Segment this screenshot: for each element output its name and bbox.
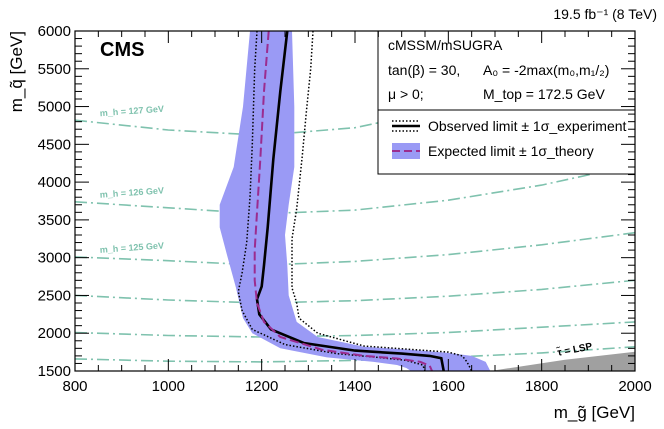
y-tick-label: 4500: [38, 136, 71, 153]
higgs-mass-contour: [75, 163, 635, 215]
expected-limit-theory-band: [219, 31, 491, 371]
higgs-mass-contour: [75, 279, 635, 304]
expected-limit-line: [253, 31, 433, 371]
lumi-label: 19.5 fb⁻¹ (8 TeV): [553, 6, 657, 22]
y-tick-label: 5000: [38, 99, 71, 116]
y-tick-label: 4000: [38, 174, 71, 191]
x-tick-label: 800: [62, 378, 87, 395]
higgs-mass-contour: [75, 231, 635, 267]
x-axis-title: m_g̃ [GeV]: [554, 403, 635, 422]
legend-observed-label: Observed limit ± 1σ_experiment: [428, 118, 627, 134]
legend-expected-label: Expected limit ± 1σ_theory: [428, 143, 594, 159]
legend-tanbeta: tan(β) = 30,: [388, 62, 460, 78]
stau-lsp-excluded-region: [490, 351, 635, 371]
legend-a0: A₀ = -2max(m₀,m₁/₂): [483, 62, 609, 78]
higgs-contour-label: m_h = 126 GeV: [99, 185, 164, 199]
legend-expected-swatch: [392, 143, 420, 159]
x-tick-label: 1000: [152, 378, 185, 395]
x-tick-label: 1600: [432, 378, 465, 395]
higgs-contour-label: m_h = 125 GeV: [99, 240, 164, 254]
legend-title: cMSSM/mSUGRA: [388, 37, 503, 53]
x-tick-label: 1200: [245, 378, 278, 395]
y-axis-title: m_q̃ [GeV]: [7, 31, 26, 112]
y-tick-label: 3000: [38, 250, 71, 267]
x-tick-label: 2000: [618, 378, 651, 395]
y-tick-label: 1500: [38, 363, 71, 380]
observed-limit-sigma-line: [237, 31, 426, 371]
x-tick-label: 1800: [525, 378, 558, 395]
plot-frame: [74, 30, 636, 372]
legend: cMSSM/mSUGRA tan(β) = 30, A₀ = -2max(m₀,…: [377, 30, 636, 175]
higgs-mass-contour: [75, 321, 635, 338]
y-tick-label: 2000: [38, 325, 71, 342]
observed-limit-sigma-line: [291, 31, 473, 371]
y-tick-label: 5500: [38, 61, 71, 78]
y-tick-label: 6000: [38, 23, 71, 40]
legend-mtop: M_top = 172.5 GeV: [483, 86, 605, 102]
higgs-contour-label: m_h = 127 GeV: [99, 104, 164, 118]
legend-observed-swatch: [392, 120, 420, 132]
y-tick-label: 2500: [38, 287, 71, 304]
y-tick-label: 3500: [38, 212, 71, 229]
observed-limit-line: [255, 31, 445, 371]
x-tick-label: 1400: [338, 378, 371, 395]
legend-mu: μ > 0;: [388, 86, 424, 102]
higgs-mass-contour: [75, 34, 635, 137]
cms-label: CMS: [100, 39, 144, 61]
